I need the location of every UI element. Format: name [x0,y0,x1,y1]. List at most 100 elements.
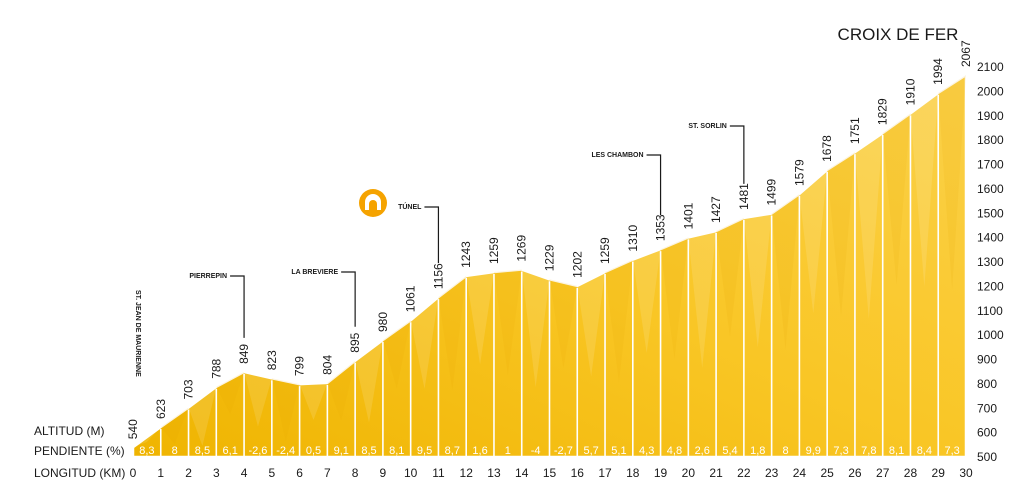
gradient-row-label: PENDIENTE (%) [34,444,125,458]
altitude-labels-group: 540 623 703 788 849 823 799 804 895 980 1061 1156 12… [126,40,973,439]
gradient-label: 8 [782,445,788,457]
altitude-label: 703 [182,379,196,399]
x-tick-label: 24 [793,466,807,480]
gradient-label: 8,3 [139,445,154,457]
altitude-label: 623 [154,399,168,419]
x-tick-label: 30 [959,466,973,480]
profile-facet [827,152,855,317]
altitude-label: 1994 [931,58,945,85]
y-tick-label: 600 [977,426,997,440]
x-tick-label: 9 [380,466,387,480]
gradient-label: 8,5 [361,445,376,457]
altitude-label: 1061 [404,285,418,312]
x-tick-label: 3 [213,466,220,480]
km-dividers-group [159,94,940,457]
profile-facet [355,340,383,423]
altitude-label: 1353 [654,214,668,241]
profile-facet [854,133,883,320]
altitude-label: 1202 [570,251,584,278]
altitude-label: 980 [376,312,390,332]
gradient-label: 5,4 [722,445,737,457]
profile-facet [716,217,744,338]
x-axis-ticks-group: 0 1 2 3 4 5 6 7 8 9 10 11 12 13 14 15 16 17 18 19 20 21 22 23 24… [130,466,973,480]
gradient-label: 6,1 [223,445,238,457]
x-tick-label: 1 [157,466,164,480]
altitude-label: 1269 [515,235,529,262]
altitude-label: 1678 [820,135,834,162]
gradient-label: 5,7 [584,445,599,457]
profile-facet [660,237,689,360]
x-tick-label: 20 [682,466,696,480]
y-axis-ticks-group: 500 600 700 800 900 1000 1100 1200 1300 1400 1500 1… [977,60,1004,464]
profile-facet [521,269,550,388]
chart-title: CROIX DE FER [838,25,959,44]
altitude-label: 804 [320,355,334,375]
x-tick-label: 29 [932,466,946,480]
gradient-label: 0,5 [306,445,321,457]
altitude-label: 1829 [876,98,890,125]
gradient-label: 5,1 [611,445,626,457]
altitude-label: 2067 [959,40,973,67]
gradient-label: 8,1 [389,445,404,457]
gradient-label: 8,1 [889,445,904,457]
altitude-label: 1427 [709,196,723,223]
y-tick-label: 1800 [977,133,1004,147]
gradient-label: 8,5 [195,445,210,457]
gradient-label: 9,1 [334,445,349,457]
x-tick-label: 23 [765,466,779,480]
profile-facets-group [133,75,966,448]
place-label: LES CHAMBON [591,152,643,159]
gradient-label: 8,7 [445,445,460,457]
x-tick-label: 16 [571,466,585,480]
profile-facet [188,386,217,446]
x-tick-label: 18 [626,466,640,480]
profile-facet [493,269,522,376]
profile-facet [938,75,966,291]
y-tick-label: 2100 [977,60,1004,74]
y-tick-label: 1500 [977,206,1004,220]
gradient-label: 7,3 [944,445,959,457]
altitude-label: 1401 [681,202,695,229]
altitude-label: 1751 [848,117,862,144]
y-tick-label: 2000 [977,84,1004,98]
x-tick-label: 12 [460,466,474,480]
x-tick-label: 4 [241,466,248,480]
profile-facet [771,193,800,350]
place-leader-line [341,271,356,327]
place-label: LA BREVIERE [291,269,338,276]
gradient-label: 4,3 [639,445,654,457]
x-tick-label: 19 [654,466,668,480]
place-label-start: ST. JEAN DE MAURIENNE [134,290,141,377]
altitude-label: 849 [237,344,251,364]
gradient-label: 7,8 [861,445,876,457]
x-tick-label: 8 [352,466,359,480]
altitude-label: 895 [348,332,362,352]
profile-facet [216,371,245,415]
y-tick-label: 1300 [977,255,1004,269]
y-tick-label: 1200 [977,279,1004,293]
gradient-label: 8 [172,445,178,457]
x-tick-label: 11 [432,466,445,480]
x-tick-label: 26 [848,466,862,480]
x-tick-label: 22 [737,466,751,480]
x-tick-label: 14 [515,466,529,480]
altitude-label: 788 [209,358,223,378]
place-leader-line [424,206,440,264]
altitude-label: 1310 [626,225,640,252]
profile-facet [466,271,494,365]
profile-facet [160,407,189,445]
altitude-label: 1229 [543,244,557,271]
altitude-row-label: ALTITUD (M) [34,424,104,438]
place-markers-group: ST. JEAN DE MAURIENNE PIERREPIN LA BREVIER… [134,123,745,377]
y-tick-label: 500 [977,450,997,464]
gradient-label: 4,8 [667,445,682,457]
altitude-label: 540 [126,419,140,439]
altitude-label: 1481 [737,183,751,210]
profile-facet [549,279,578,369]
profile-facet [299,382,328,420]
profile-facet [327,360,356,421]
gradient-label: 1,6 [472,445,487,457]
x-tick-label: 13 [487,466,501,480]
x-tick-label: 21 [709,466,723,480]
